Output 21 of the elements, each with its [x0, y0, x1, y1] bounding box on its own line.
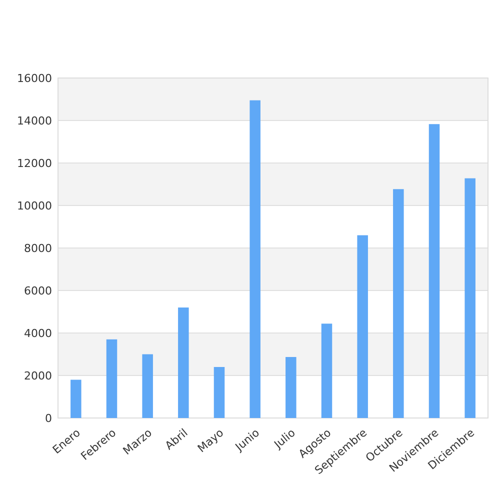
y-tick-label: 10000 [17, 199, 52, 212]
bar [106, 339, 118, 418]
bar [142, 354, 153, 418]
bar [393, 189, 404, 418]
y-tick-label: 8000 [24, 242, 52, 255]
bar [286, 357, 296, 418]
y-tick-label: 14000 [17, 114, 52, 128]
bar [428, 124, 440, 418]
y-tick-label: 16000 [17, 72, 52, 85]
bar [214, 367, 225, 418]
bar [464, 178, 476, 418]
y-tick-label: 0 [45, 412, 52, 425]
y-tick-label: 12000 [17, 156, 52, 170]
bar [357, 235, 368, 418]
bar [178, 308, 189, 418]
bar [250, 100, 260, 418]
y-tick-label: 4000 [24, 326, 52, 340]
y-tick-label: 2000 [24, 369, 52, 382]
y-tick-label: 6000 [24, 284, 52, 298]
bar [321, 324, 332, 418]
bar [70, 380, 82, 418]
